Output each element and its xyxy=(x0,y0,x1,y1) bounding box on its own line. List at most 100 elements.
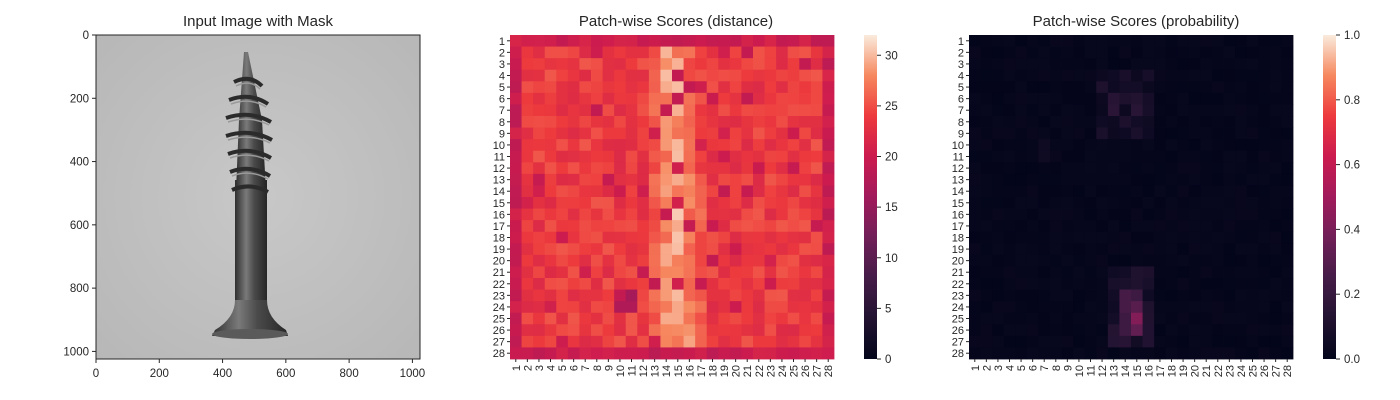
heatmap-cell xyxy=(683,81,696,94)
heatmap-cell xyxy=(1073,116,1086,128)
col-tick-label: 28 xyxy=(823,365,835,377)
heatmap-cell xyxy=(533,312,546,325)
heatmap-cell xyxy=(764,289,777,302)
heatmap-cell xyxy=(1131,69,1143,82)
heatmap-cell xyxy=(776,197,789,209)
heatmap-cell xyxy=(1235,185,1248,198)
heatmap-cell xyxy=(1223,81,1236,94)
heatmap-cell xyxy=(1246,312,1259,325)
heatmap-cell xyxy=(1026,243,1039,256)
heatmap-cell xyxy=(567,197,580,209)
heatmap-cell xyxy=(787,289,800,302)
heatmap-cell xyxy=(637,220,650,233)
heatmap-cell xyxy=(1073,173,1086,186)
heatmap-cell xyxy=(1200,197,1213,209)
heatmap-cell xyxy=(672,278,684,290)
heatmap-cell xyxy=(533,254,546,267)
heatmap-cell xyxy=(969,197,981,209)
heatmap-cell xyxy=(1119,231,1132,244)
heatmap-cell xyxy=(1235,46,1248,59)
heatmap-cell xyxy=(969,104,981,117)
heatmap-cell xyxy=(1142,104,1155,117)
heatmap-cell xyxy=(1107,69,1120,82)
heatmap-cell xyxy=(1212,324,1224,337)
heatmap-cell xyxy=(614,81,627,94)
row-tick-label: 15 xyxy=(493,198,505,210)
heatmap-cell xyxy=(567,266,580,279)
col-tick-label: 4 xyxy=(546,365,558,371)
heatmap-cell xyxy=(1038,254,1051,267)
heatmap-cell xyxy=(683,127,696,140)
heatmap-cell xyxy=(510,278,522,290)
heatmap-cell xyxy=(799,150,812,163)
heatmap-cell xyxy=(822,139,835,152)
heatmap-cell xyxy=(544,92,557,105)
heatmap-cell xyxy=(1003,92,1016,105)
heatmap-cell xyxy=(992,301,1005,314)
heatmap-cell xyxy=(1015,150,1028,163)
heatmap-cell xyxy=(787,335,800,348)
heatmap-cell xyxy=(741,185,754,198)
heatmap-cell xyxy=(1084,266,1097,279)
heatmap-cell xyxy=(1165,197,1178,209)
heatmap-cell xyxy=(637,254,650,267)
heatmap-cell xyxy=(660,58,673,71)
heatmap-cell xyxy=(672,173,684,186)
heatmap-cell xyxy=(1142,69,1155,82)
heatmap-cell xyxy=(1246,150,1259,163)
heatmap-cell xyxy=(1269,116,1282,128)
col-tick-label: 18 xyxy=(708,365,720,377)
heatmap-cell xyxy=(1212,127,1224,140)
heatmap-cell xyxy=(741,243,754,256)
heatmap-cell xyxy=(1200,46,1213,59)
heatmap-cell xyxy=(614,173,627,186)
heatmap-cell xyxy=(969,208,981,221)
heatmap-cell xyxy=(718,312,731,325)
heatmap-cell xyxy=(1096,162,1109,175)
heatmap-cell xyxy=(614,335,627,348)
heatmap-cell xyxy=(1050,347,1062,360)
heatmap-cell xyxy=(648,312,661,325)
heatmap-cell xyxy=(706,243,719,256)
heatmap-cell xyxy=(1188,92,1201,105)
heatmap-cell xyxy=(706,35,719,47)
heatmap-cell xyxy=(741,278,754,290)
heatmap-cell xyxy=(660,35,673,47)
heatmap-cell xyxy=(1235,266,1248,279)
heatmap-cell xyxy=(1177,127,1190,140)
heatmap-cell xyxy=(672,301,684,314)
heatmap-cell xyxy=(579,208,592,221)
heatmap-cell xyxy=(637,231,650,244)
y-tick-label: 0 xyxy=(83,30,89,42)
row-tick-label: 24 xyxy=(493,302,505,314)
colorbar-tick-label: 25 xyxy=(885,101,898,113)
heatmap-cell xyxy=(822,324,835,337)
heatmap-cell xyxy=(1177,81,1190,94)
heatmap-cell xyxy=(764,278,777,290)
heatmap-cell xyxy=(1050,208,1062,221)
heatmap-cell xyxy=(1003,278,1016,290)
heatmap-cell xyxy=(1188,139,1201,152)
heatmap-cell xyxy=(1096,173,1109,186)
heatmap-cell xyxy=(741,116,754,128)
heatmap-cell xyxy=(1269,254,1282,267)
heatmap-cell xyxy=(1015,208,1028,221)
heatmap-cell xyxy=(1061,243,1074,256)
heatmap-cell xyxy=(787,139,800,152)
heatmap-cell xyxy=(753,35,765,47)
heatmap-cell xyxy=(718,220,731,233)
heatmap-cell xyxy=(980,347,993,360)
heatmap-cell xyxy=(544,243,557,256)
heatmap-cell xyxy=(533,127,546,140)
heatmap-cell xyxy=(992,58,1005,71)
heatmap-cell xyxy=(1165,92,1178,105)
heatmap-cell xyxy=(799,81,812,94)
heatmap-cell xyxy=(1235,150,1248,163)
heatmap-cell xyxy=(1258,173,1271,186)
heatmap-cell xyxy=(1269,162,1282,175)
heatmap-cell xyxy=(706,185,719,198)
heatmap-cell xyxy=(1177,185,1190,198)
heatmap-cell xyxy=(706,335,719,348)
heatmap-cell xyxy=(729,301,742,314)
x-tick-label: 600 xyxy=(276,368,295,380)
